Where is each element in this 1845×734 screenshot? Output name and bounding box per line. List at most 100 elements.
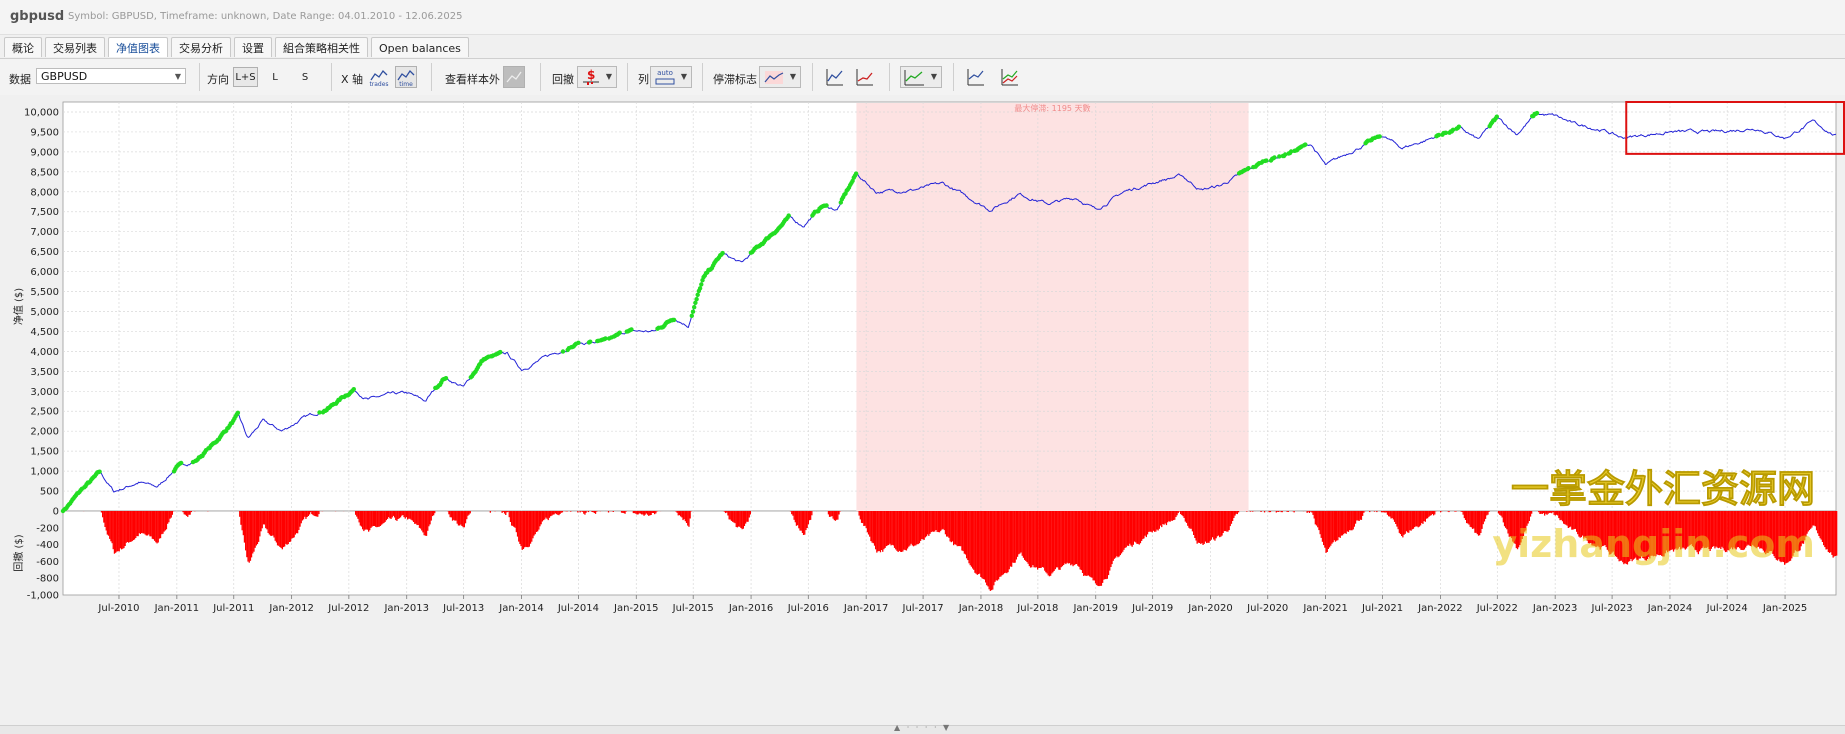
tab-portfolio-correlation[interactable]: 組合策略相关性 [275,37,368,57]
drawdown-ytick-label: 0 [53,507,59,518]
xtick-label: Jul-2024 [1706,603,1748,614]
data-select[interactable]: GBPUSD ▼ [36,68,186,84]
drawdown-bar [1489,511,1490,512]
xtick-label: Jul-2018 [1016,603,1058,614]
drawdown-bar [953,511,954,545]
drawdown-ylabel: 回撤 ($) [12,534,25,571]
drawdown-bar [515,511,516,528]
drawdown-bar [522,511,523,550]
drawdown-bar [916,511,917,544]
drawdown-bar [1323,511,1324,545]
drawdown-bar [1168,511,1169,521]
tab-open-balances[interactable]: Open balances [371,37,469,57]
tab-settings[interactable]: 设置 [234,37,272,57]
drawdown-bar [1341,511,1342,536]
drawdown-bar [288,511,289,544]
drawdown-bar [1431,511,1432,515]
resize-handle-icon[interactable]: ▲ · · · · ▼ [894,723,951,732]
tab-overview[interactable]: 概论 [4,37,42,57]
drawdown-bar [1316,511,1317,526]
trend-chart-button[interactable] [854,66,876,88]
tab-trade-analysis[interactable]: 交易分析 [171,37,231,57]
tab-equity-chart[interactable]: 净值图表 [108,37,168,57]
column-auto-caption: auto [657,69,673,77]
drawdown-bar [1414,511,1415,527]
drawdown-bar [1551,511,1552,513]
drawdown-bar [1166,511,1167,525]
drawdown-bar [1102,511,1103,583]
drawdown-bar [1019,511,1020,554]
drawdown-bar [362,511,363,529]
drawdown-bar [465,511,466,523]
xtick-label: Jan-2019 [1072,603,1117,614]
drawdown-bar [1374,511,1375,512]
chevron-down-icon: ▼ [790,72,796,81]
drawdown-dropdown[interactable]: $ ▼ [577,66,617,88]
drawdown-bar [294,511,295,537]
xtick-label: Jul-2021 [1361,603,1403,614]
drawdown-bar [944,511,945,530]
xtick-label: Jul-2022 [1476,603,1518,614]
drawdown-bar [1193,511,1194,535]
chart-style-dropdown[interactable]: ▼ [900,66,942,88]
equity-drawdown-chart[interactable]: 最大停滞: 1195 天數5001,0001,5002,0002,5003,00… [0,95,1845,725]
drawdown-bar [879,511,880,551]
tab-trade-list[interactable]: 交易列表 [45,37,105,57]
drawdown-bar [1199,511,1200,543]
drawdown-bar [1418,511,1419,527]
drawdown-bar [567,511,568,512]
drawdown-bar [1184,511,1185,518]
drawdown-bar [169,511,170,519]
drawdown-bar [1322,511,1323,542]
xaxis-time-button[interactable]: time [395,66,417,88]
drawdown-bar [247,511,248,562]
compare-chart-button[interactable] [999,66,1021,88]
stagnation-dropdown[interactable]: ▼ [759,66,801,88]
out-of-sample-toggle[interactable] [503,66,525,88]
drawdown-bar [912,511,913,545]
drawdown-bar [892,511,893,545]
line-chart-icon: trades [369,67,389,87]
drawdown-bar [541,511,542,524]
new-high-marker [672,318,676,322]
drawdown-bar [142,511,143,533]
drawdown-bar [561,511,562,513]
equity-ytick-label: 6,500 [30,247,59,258]
direction-short-button[interactable]: S [294,67,316,87]
drawdown-bar [516,511,517,532]
drawdown-bar [1343,511,1344,534]
drawdown-bar [739,511,740,527]
drawdown-bar [1189,511,1190,529]
drawdown-bar [1357,511,1358,521]
drawdown-bar [1264,511,1265,512]
portfolio-chart-button[interactable] [965,66,987,88]
drawdown-bar [297,511,298,533]
drawdown-bar [1466,511,1467,523]
drawdown-bar [448,511,449,514]
drawdown-bar [1052,511,1053,572]
chevron-down-icon: ▼ [681,72,687,81]
drawdown-bar [1500,511,1501,516]
column-dropdown[interactable]: auto ▼ [650,66,692,88]
equity-chart-button[interactable] [824,66,846,88]
drawdown-bar [1383,511,1384,512]
drawdown-bar [595,511,596,514]
direction-long-short-button[interactable]: L+S [233,67,258,87]
drawdown-bar [1448,511,1449,512]
title-bar: gbpusd Symbol: GBPUSD, Timeframe: unknow… [0,0,1845,35]
drawdown-bar [1557,511,1558,515]
drawdown-bar [948,511,949,538]
drawdown-bar [1048,511,1049,575]
direction-long-button[interactable]: L [264,67,286,87]
drawdown-bar [147,511,148,536]
drawdown-bar [376,511,377,527]
drawdown-bar [1834,511,1835,556]
drawdown-bar [925,511,926,537]
xaxis-trades-button[interactable]: trades [368,66,390,88]
data-select-value: GBPUSD [41,70,87,83]
drawdown-bar [747,511,748,522]
drawdown-bar [129,511,130,542]
drawdown-bar [1460,511,1461,512]
drawdown-bar [262,511,263,528]
drawdown-bar [613,511,614,512]
